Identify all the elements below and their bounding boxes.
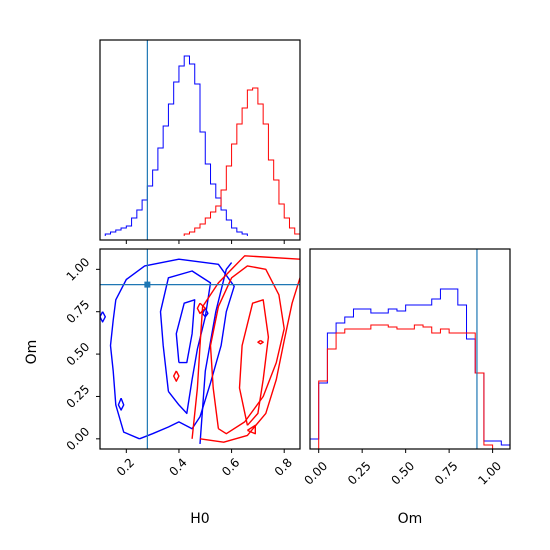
h0-histogram-ticks xyxy=(125,240,285,244)
contour-red-line xyxy=(191,255,300,439)
contour-y-tick-label: 0.00 xyxy=(64,424,93,453)
contour-x-tick-label: 0.6 xyxy=(219,455,242,478)
contour-red-line xyxy=(172,370,180,382)
h0-om-contour-panel: 0.2 0.4 0.6 0.8 0.00 0.25 0.50 0.75 1.00 xyxy=(64,248,301,479)
om-histogram-blue-step xyxy=(309,288,511,449)
contour-x-ticks: 0.2 0.4 0.6 0.8 xyxy=(114,449,295,479)
contour-y-tick-label: 1.00 xyxy=(64,255,93,284)
x-axis-title-om: Om xyxy=(398,511,423,527)
om-histogram-tick-label: 1.00 xyxy=(475,459,504,488)
contour-blue-line xyxy=(159,270,212,415)
h0-histogram-red-step xyxy=(183,87,301,236)
x-axis-title-h0: H0 xyxy=(190,511,209,527)
om-histogram-frame xyxy=(309,248,511,450)
om-histogram-tick-label: 0.50 xyxy=(388,459,417,488)
y-axis-title-om: Om xyxy=(24,340,40,365)
om-histogram-tick-label: 0.00 xyxy=(301,459,330,488)
contour-blue-line xyxy=(201,307,209,318)
contour-y-tick-label: 0.50 xyxy=(64,340,93,369)
h0-histogram-panel xyxy=(99,39,301,244)
contour-red-line xyxy=(238,299,270,426)
contour-red-line xyxy=(209,265,285,435)
contour-y-tick-label: 0.25 xyxy=(64,382,93,411)
h0-histogram-series xyxy=(104,55,301,236)
contour-red-line xyxy=(196,302,207,315)
contour-blue-line xyxy=(117,397,125,411)
om-histogram-series xyxy=(309,288,511,449)
contour-blue-line xyxy=(100,311,107,323)
contour-blue-line xyxy=(199,262,233,444)
contour-red-line xyxy=(257,339,264,345)
contour-blue-line xyxy=(175,299,196,364)
contour-frame xyxy=(99,248,301,450)
contour-red-line xyxy=(199,277,300,443)
om-histogram-panel: 0.00 0.25 0.50 0.75 1.00 xyxy=(301,248,511,488)
contour-y-tick-label: 0.75 xyxy=(64,297,93,326)
contour-x-tick-label: 0.2 xyxy=(114,455,137,478)
contour-red-line xyxy=(247,424,257,435)
om-histogram-red-step xyxy=(318,324,494,449)
om-histogram-tick-label: 0.75 xyxy=(432,459,461,488)
h0-histogram-blue-step xyxy=(104,55,248,236)
contour-x-tick-label: 0.8 xyxy=(272,455,295,478)
contour-x-tick-label: 0.4 xyxy=(166,455,189,478)
contour-truth-lines xyxy=(100,249,300,449)
contour-blue-line xyxy=(109,258,235,440)
h0-histogram-frame xyxy=(99,39,301,241)
om-histogram-x-ticks: 0.00 0.25 0.50 0.75 1.00 xyxy=(301,449,504,488)
contour-lines xyxy=(100,255,300,444)
om-histogram-tick-label: 0.25 xyxy=(345,459,374,488)
contour-y-ticks: 0.00 0.25 0.50 0.75 1.00 xyxy=(64,255,100,453)
truth-marker xyxy=(144,281,151,288)
